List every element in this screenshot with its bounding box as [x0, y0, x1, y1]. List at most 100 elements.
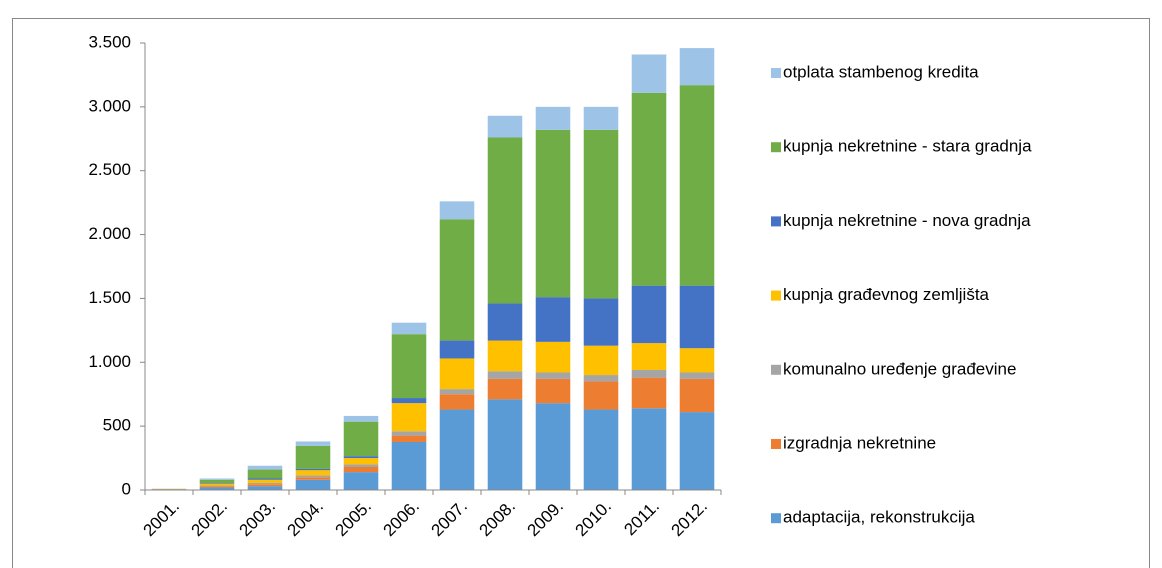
bar-segment [439, 389, 475, 395]
bar-segment [295, 479, 331, 490]
bar-segment [295, 475, 331, 478]
bar-segment [583, 375, 619, 382]
bar-segment [631, 92, 667, 286]
bar-segment [487, 137, 523, 304]
y-tick-label: 1.500 [88, 288, 131, 307]
legend-label: kupnja nekretnine - nova gradnja [783, 211, 1031, 230]
legend-swatch [771, 439, 781, 449]
bar-segment [631, 285, 667, 344]
bar-segment [679, 348, 715, 373]
legend-label: kupnja nekretnine - stara gradnja [783, 137, 1032, 156]
bar-segment [583, 298, 619, 346]
legend-label: otplata stambenog kredita [783, 62, 979, 81]
bar-segment [391, 322, 427, 335]
bar-segment [199, 485, 235, 487]
bar-segment [199, 486, 235, 488]
legend-label: kupnja građevnog zemljišta [783, 285, 990, 304]
bar-segment [631, 408, 667, 490]
y-tick-label: 0 [122, 479, 131, 498]
bar-segment [247, 479, 283, 483]
bar-segment [439, 219, 475, 341]
bar-segment [679, 48, 715, 86]
bar-segment [391, 403, 427, 432]
y-tick-label: 3.500 [88, 32, 131, 51]
bar-segment [439, 201, 475, 220]
bar-segment [199, 483, 235, 486]
bar-segment [679, 378, 715, 413]
bar-segment [583, 409, 619, 490]
bar-segment [487, 399, 523, 490]
legend-swatch [771, 513, 781, 524]
legend-swatch [771, 290, 781, 301]
bar-segment [247, 465, 283, 470]
y-tick-label: 1.000 [88, 352, 131, 371]
bar-segment [535, 341, 571, 373]
bar-segment [583, 345, 619, 376]
bar-segment [535, 297, 571, 342]
bar-segment [487, 340, 523, 372]
legend-label: izgradnja nekretnine [783, 433, 936, 452]
bar-segment [199, 479, 235, 483]
bar-segment [199, 482, 235, 484]
bar-segment [439, 358, 475, 390]
bar-segment [343, 415, 379, 422]
legend-swatch [771, 142, 781, 153]
bar-segment [295, 470, 331, 476]
bar-segment [343, 464, 379, 468]
bar-segment [247, 482, 283, 485]
y-tick-label: 2.000 [88, 224, 131, 243]
bar-segment [631, 54, 667, 93]
bar-segment [583, 381, 619, 410]
bar-segment [199, 478, 235, 480]
legend-swatch [771, 68, 781, 78]
bar-segment [391, 334, 427, 399]
bar-segment [535, 372, 571, 379]
bar-segment [487, 371, 523, 379]
bar-segment [679, 285, 715, 349]
y-tick-label: 3.000 [88, 96, 131, 115]
bar-segment [679, 412, 715, 490]
bar-segment [535, 403, 571, 490]
bar-segment [295, 468, 331, 471]
bar-segment [343, 456, 379, 459]
bar-segment [487, 378, 523, 400]
bar-segment [439, 409, 475, 490]
bar-segment [247, 484, 283, 487]
bar-segment [391, 431, 427, 436]
legend-swatch [771, 216, 781, 227]
bar-segment [583, 106, 619, 130]
bar-segment [679, 372, 715, 379]
bar-segment [391, 398, 427, 404]
bar-segment [343, 467, 379, 473]
bar-segment [631, 343, 667, 370]
legend-swatch [771, 364, 781, 375]
bar-segment [343, 472, 379, 490]
bar-segment [295, 445, 331, 469]
y-tick-label: 500 [103, 416, 131, 435]
bar-segment [295, 477, 331, 480]
bar-segment [247, 469, 283, 479]
bar-segment [439, 394, 475, 410]
legend-label: adaptacija, rekonstrukcija [783, 508, 975, 527]
bar-segment [391, 435, 427, 442]
bar-segment [679, 85, 715, 286]
bar-segment [439, 340, 475, 359]
bar-segment [199, 487, 235, 490]
bar-segment [247, 478, 283, 480]
bar-segment [631, 377, 667, 409]
bar-segment [487, 115, 523, 138]
bar-segment [391, 441, 427, 490]
legend-label: komunalno uređenje građevine [783, 359, 1016, 378]
bar-segment [631, 369, 667, 378]
y-tick-label: 2.500 [88, 160, 131, 179]
chart-frame [12, 18, 1150, 568]
bar-segment [583, 129, 619, 299]
bar-segment [295, 441, 331, 446]
bar-segment [343, 458, 379, 465]
bar-segment [247, 486, 283, 490]
bar-segment [343, 421, 379, 457]
bar-segment [535, 106, 571, 130]
bar-segment [535, 129, 571, 298]
